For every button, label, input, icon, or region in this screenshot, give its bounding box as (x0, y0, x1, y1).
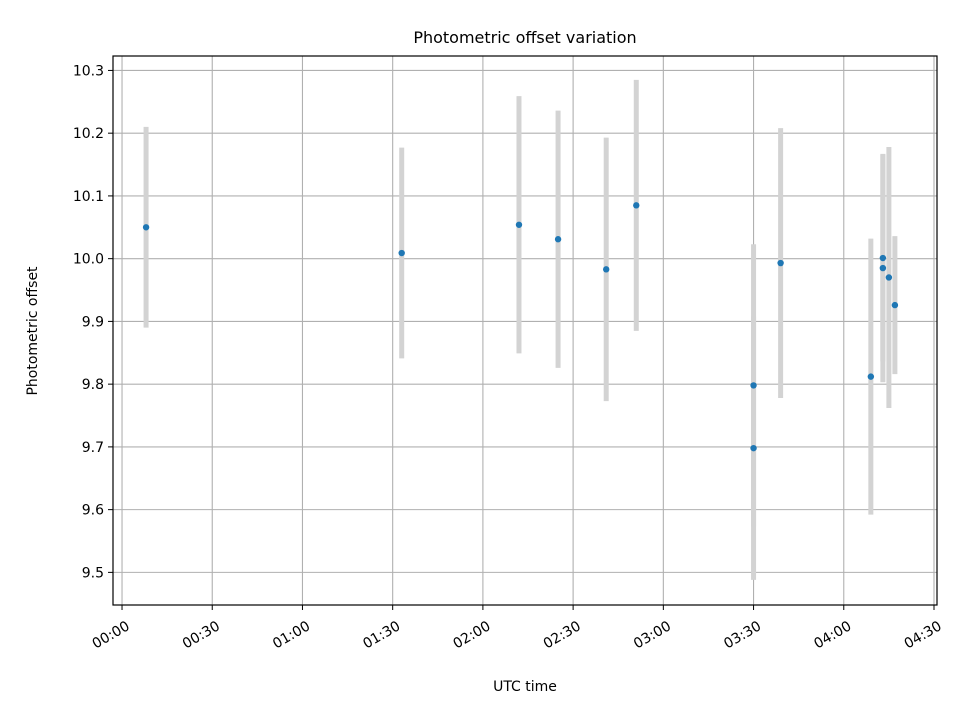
y-tick-label: 10.2 (73, 126, 104, 142)
data-point (555, 236, 561, 242)
data-point (143, 224, 149, 230)
data-point (516, 222, 522, 228)
y-tick-label: 9.5 (82, 565, 104, 581)
y-tick-label: 9.7 (82, 440, 104, 456)
y-axis-label: Photometric offset (25, 266, 41, 396)
data-point (880, 255, 886, 261)
y-tick-label: 9.8 (82, 377, 104, 393)
data-point (886, 274, 892, 280)
y-tick-label: 9.9 (82, 314, 104, 330)
data-point (750, 445, 756, 451)
data-point (399, 250, 405, 256)
data-point (868, 373, 874, 379)
data-point (633, 202, 639, 208)
data-point (880, 265, 886, 271)
data-point (777, 260, 783, 266)
y-tick-label: 10.0 (73, 252, 104, 268)
y-tick-label: 9.6 (82, 503, 104, 519)
y-tick-label: 10.3 (73, 63, 104, 79)
data-point (750, 382, 756, 388)
y-tick-label: 10.1 (73, 189, 104, 205)
data-point (892, 302, 898, 308)
data-point (603, 266, 609, 272)
chart-title: Photometric offset variation (413, 28, 636, 47)
x-axis-label: UTC time (493, 679, 557, 695)
